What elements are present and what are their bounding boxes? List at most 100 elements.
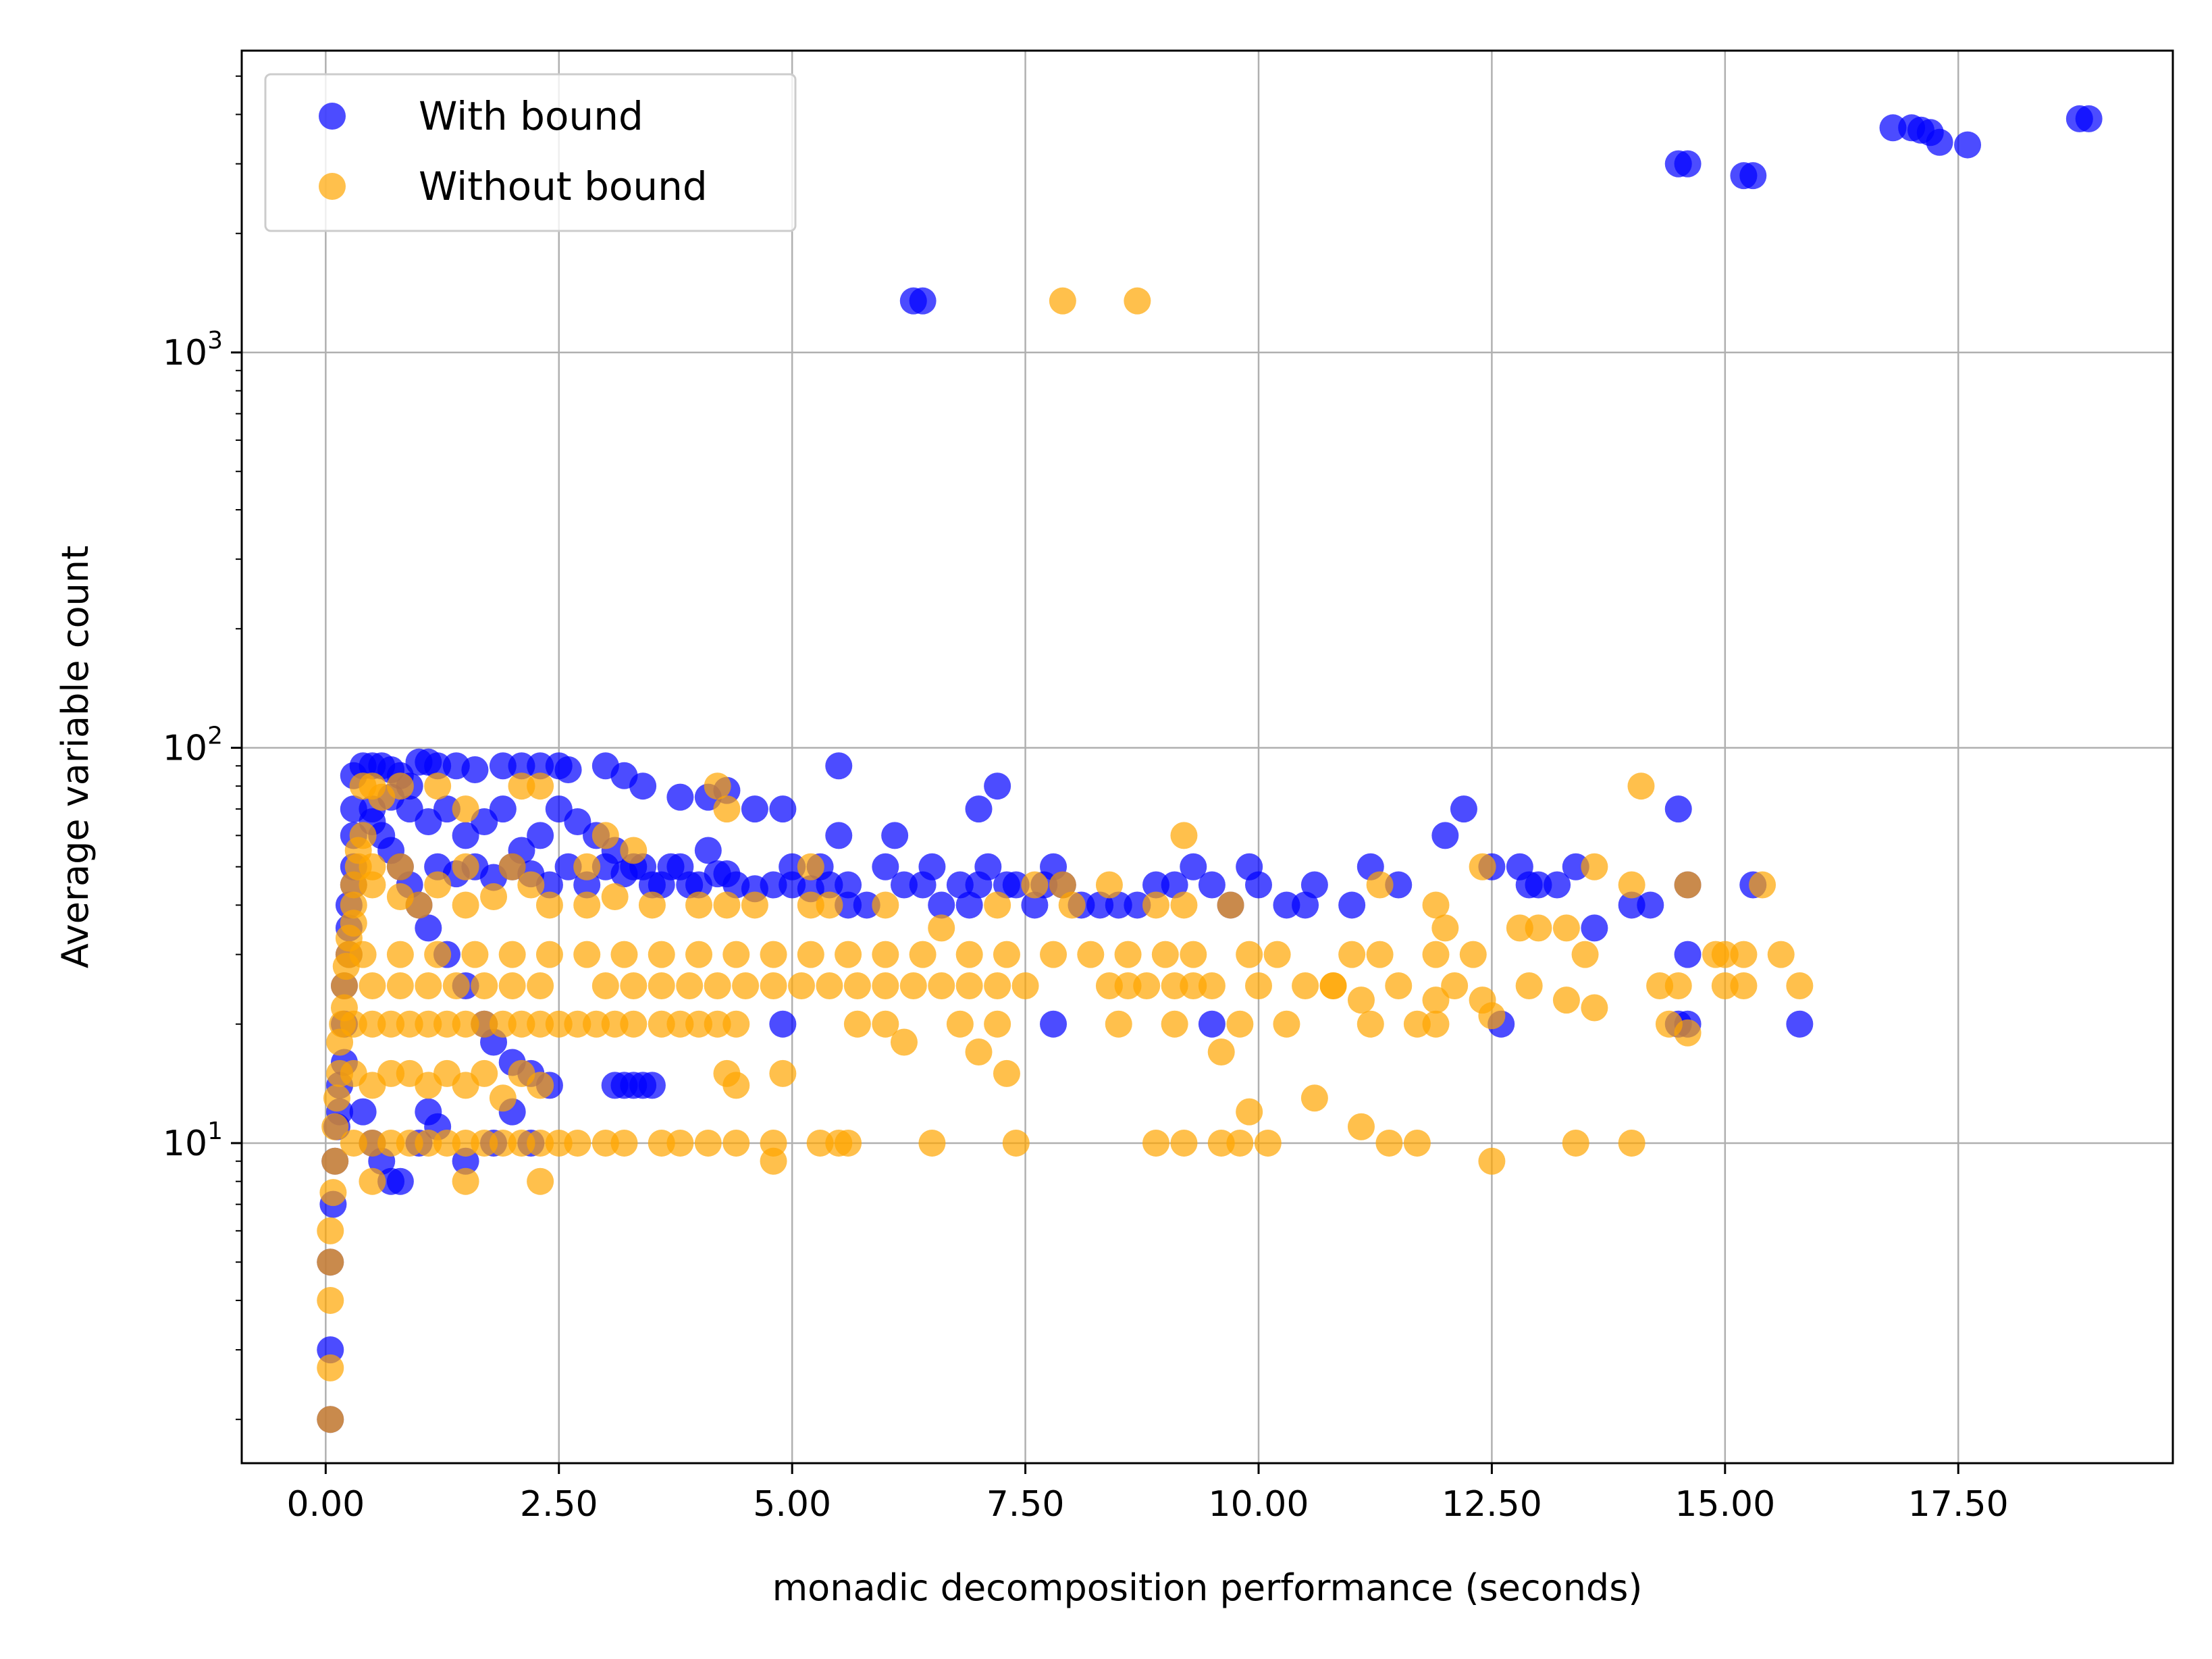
data-point <box>601 1010 629 1038</box>
x-tick-label: 0.00 <box>286 1484 365 1525</box>
data-point <box>508 752 535 780</box>
data-point <box>471 1129 498 1157</box>
data-point <box>1674 1019 1702 1047</box>
data-point <box>955 941 983 968</box>
data-point <box>1244 972 1272 999</box>
data-point <box>769 795 797 823</box>
data-point <box>666 1010 694 1038</box>
data-point <box>722 1010 750 1038</box>
data-point <box>1105 1010 1132 1038</box>
data-point <box>319 1179 347 1207</box>
data-points <box>317 105 2103 1433</box>
axis-ticks: 0.00 2.50 5.00 7.50 10.00 12.50 15.00 17.50 101 1… <box>163 75 2009 1525</box>
data-point <box>909 941 937 968</box>
data-point <box>359 1010 386 1038</box>
data-point <box>452 795 479 823</box>
data-point <box>704 1010 731 1038</box>
data-point <box>946 1010 974 1038</box>
data-point <box>872 972 899 999</box>
data-point <box>918 1129 946 1157</box>
data-point <box>1319 972 1347 999</box>
data-point <box>1469 986 1496 1014</box>
data-point <box>1749 871 1776 899</box>
data-point <box>359 972 386 999</box>
data-point <box>1180 972 1207 999</box>
data-point <box>704 972 731 999</box>
data-point <box>1151 941 1179 968</box>
data-point <box>713 891 741 919</box>
data-point <box>620 972 648 999</box>
data-point <box>359 1167 386 1195</box>
legend-marker-without-bound <box>319 173 346 200</box>
data-point <box>1431 822 1459 849</box>
data-point <box>591 822 619 849</box>
data-point <box>424 941 452 968</box>
data-point <box>1236 1098 1263 1126</box>
data-point <box>872 941 899 968</box>
data-point <box>405 891 433 919</box>
data-point <box>946 871 974 899</box>
x-tick-label: 15.00 <box>1675 1484 1775 1525</box>
data-point <box>1347 1113 1375 1140</box>
data-point <box>760 1147 787 1175</box>
data-point <box>489 1129 517 1157</box>
legend-marker-with-bound <box>319 103 346 130</box>
data-point <box>377 1010 405 1038</box>
data-point <box>573 853 601 880</box>
data-point <box>554 756 582 783</box>
data-point <box>928 914 955 942</box>
y-tick-label: 102 <box>163 722 223 768</box>
data-point <box>648 941 675 968</box>
data-point <box>1170 822 1198 849</box>
data-point <box>471 1059 498 1087</box>
data-point <box>1105 891 1132 919</box>
data-point <box>843 1010 871 1038</box>
data-point <box>527 752 554 780</box>
y-tick-label: 103 <box>163 327 223 373</box>
data-point <box>835 941 862 968</box>
data-point <box>741 891 768 919</box>
data-point <box>386 772 414 800</box>
data-point <box>1385 871 1413 899</box>
data-point <box>508 772 535 800</box>
data-point <box>1450 795 1477 823</box>
x-axis-title: monadic decomposition performance (secon… <box>772 1566 1643 1609</box>
data-point <box>760 972 787 999</box>
data-point <box>1711 972 1739 999</box>
data-point <box>1459 941 1487 968</box>
data-point <box>535 871 563 899</box>
data-point <box>1142 1129 1170 1157</box>
data-point <box>797 891 824 919</box>
data-point <box>816 972 843 999</box>
data-point <box>1422 891 1450 919</box>
data-point <box>517 871 545 899</box>
data-point <box>825 752 853 780</box>
x-tick-label: 17.50 <box>1908 1484 2009 1525</box>
data-point <box>1674 150 1702 178</box>
data-point <box>648 1129 675 1157</box>
data-point <box>349 1098 377 1126</box>
data-point <box>424 752 452 780</box>
data-point <box>498 972 526 999</box>
data-point <box>452 891 479 919</box>
data-point <box>853 891 880 919</box>
data-point <box>741 795 768 823</box>
data-point <box>1562 853 1589 880</box>
data-point <box>779 853 806 880</box>
data-point <box>974 853 1002 880</box>
data-point <box>1198 972 1226 999</box>
data-point <box>424 871 452 899</box>
data-point <box>1786 972 1814 999</box>
data-point <box>452 1167 479 1195</box>
data-point <box>1002 871 1030 899</box>
data-point <box>993 1059 1020 1087</box>
data-point <box>317 1217 344 1244</box>
data-point <box>638 891 666 919</box>
data-point <box>797 941 824 968</box>
data-point <box>872 1010 899 1038</box>
data-point <box>452 822 479 849</box>
data-point <box>1124 891 1151 919</box>
data-point <box>386 941 414 968</box>
data-point <box>527 1167 554 1195</box>
data-point <box>638 1072 666 1099</box>
